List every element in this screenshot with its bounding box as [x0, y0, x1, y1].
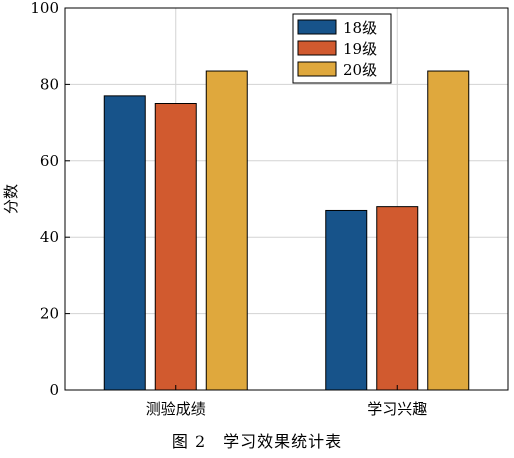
y-tick-label: 40 — [40, 228, 59, 246]
y-axis: 0 20 40 60 80 100 — [30, 0, 70, 399]
legend-swatch — [297, 40, 337, 56]
x-tick-label: 学习兴趣 — [367, 400, 427, 418]
x-axis: 测验成绩 学习兴趣 — [146, 385, 427, 418]
bar-19级-学习兴趣 — [376, 206, 419, 391]
bar-19级-测验成绩 — [154, 103, 197, 391]
legend-swatch — [297, 61, 337, 77]
legend: 18级 19级 20级 — [292, 13, 392, 84]
y-tick-label: 60 — [40, 152, 59, 170]
y-tick-label: 20 — [40, 305, 59, 323]
x-tick-label: 测验成绩 — [146, 400, 206, 418]
bar-18级-测验成绩 — [103, 95, 146, 391]
legend-label: 19级 — [343, 40, 377, 58]
y-tick-label: 0 — [49, 381, 59, 399]
bar-20级-学习兴趣 — [427, 70, 470, 391]
bar-20级-测验成绩 — [205, 70, 248, 391]
bar-18级-学习兴趣 — [325, 209, 368, 391]
legend-swatch — [297, 19, 337, 35]
y-tick-label: 100 — [30, 0, 59, 17]
legend-label: 18级 — [343, 19, 377, 37]
bars-group — [103, 70, 470, 391]
y-axis-label: 分数 — [2, 184, 20, 214]
y-tick-label: 80 — [40, 75, 59, 93]
plot-frame — [64, 7, 509, 391]
bar-chart: 0 20 40 60 80 100 测验成绩 学习兴趣 分数 18级 19级 20级 — [2, 0, 509, 418]
figure-caption: 图 2 学习效果统计表 — [171, 432, 343, 451]
legend-label: 20级 — [343, 61, 377, 79]
